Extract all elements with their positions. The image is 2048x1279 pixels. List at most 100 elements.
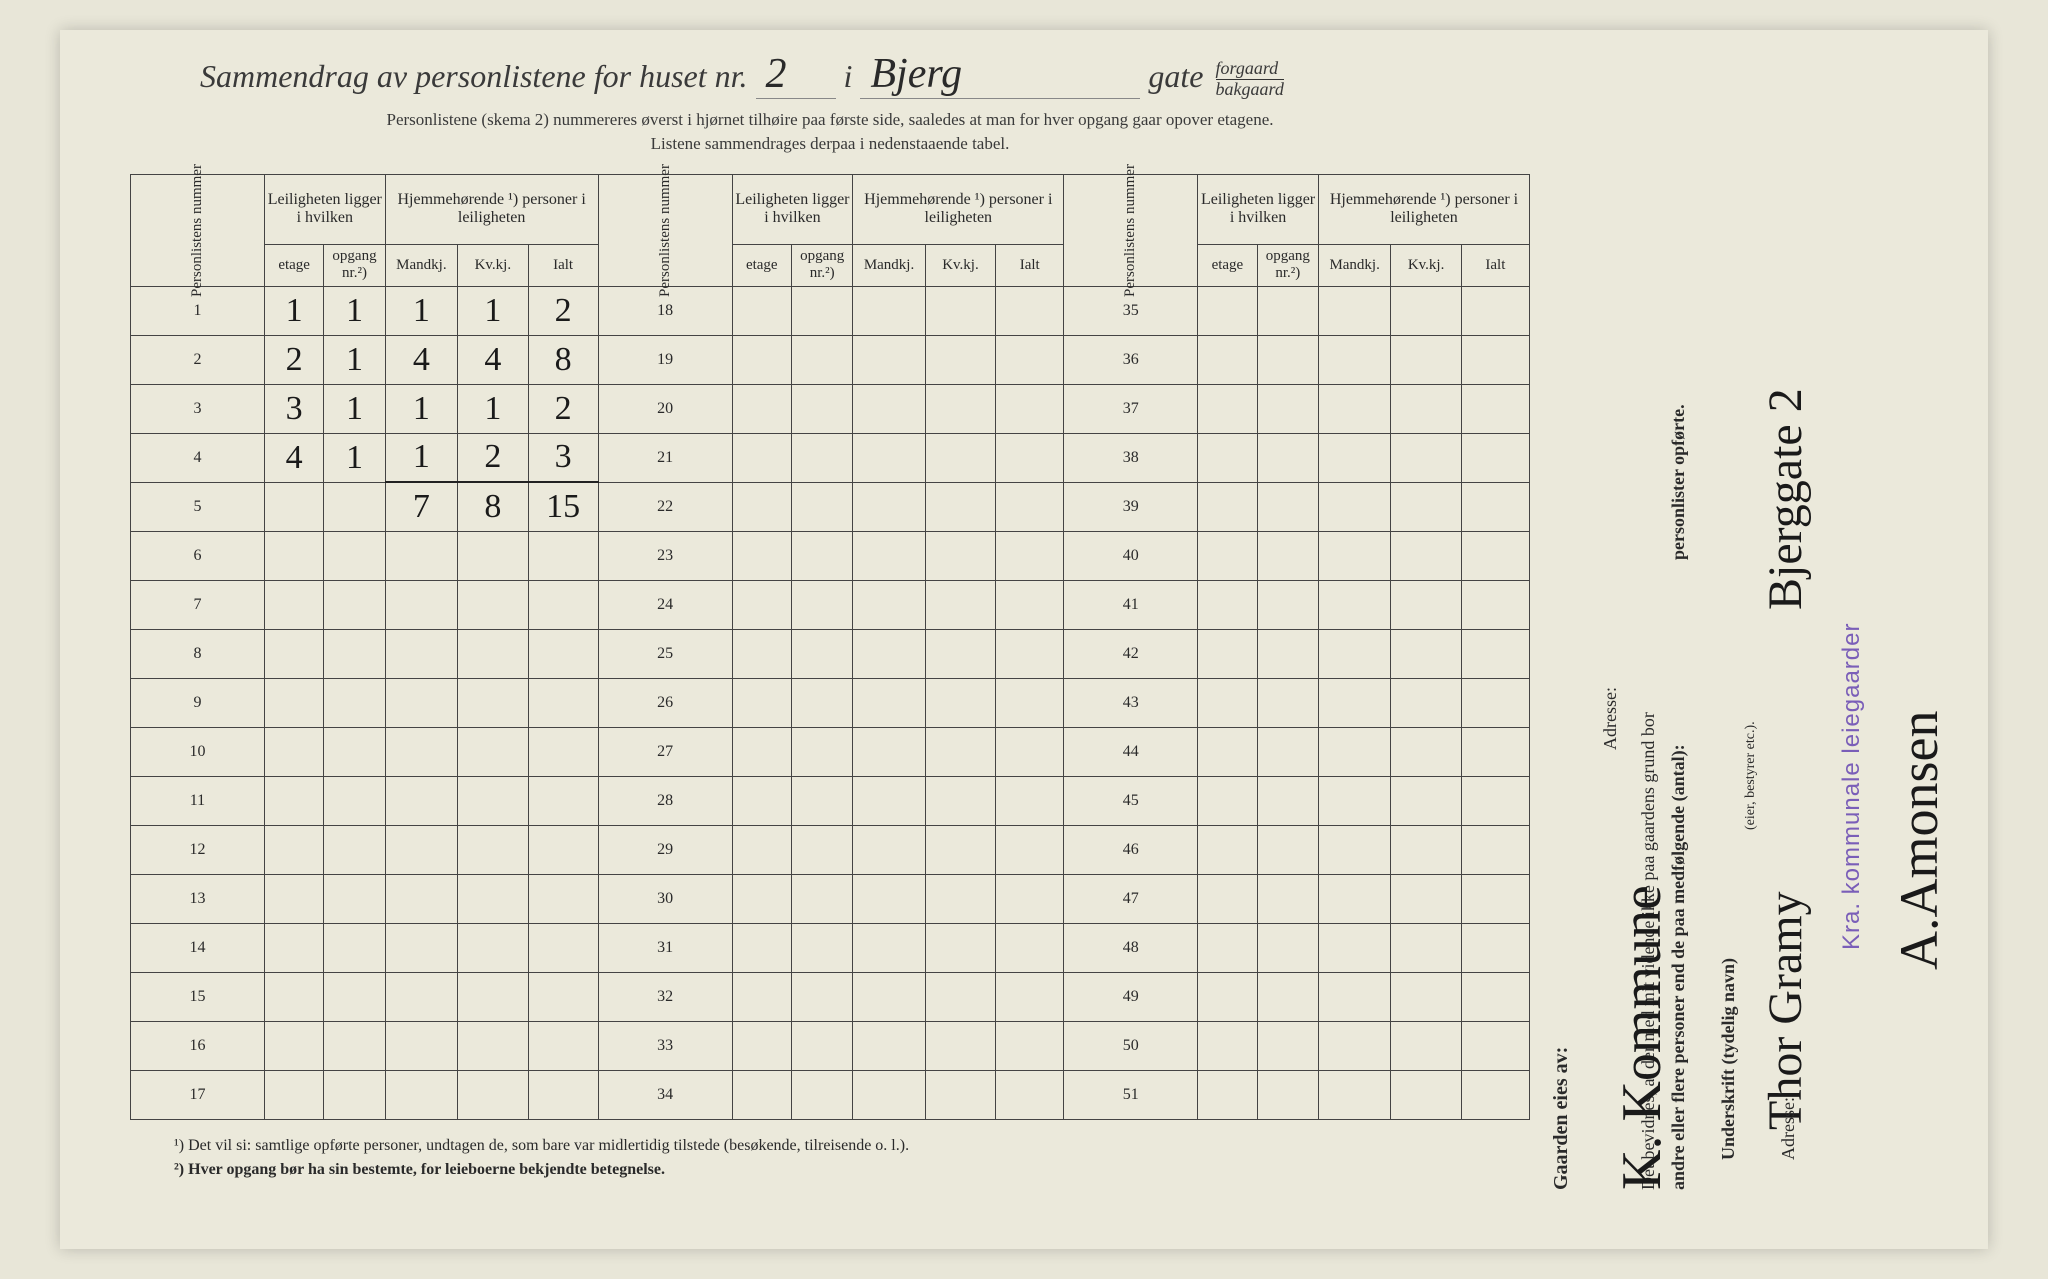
row-number: 13 bbox=[131, 874, 265, 923]
row-number: 15 bbox=[131, 972, 265, 1021]
cell-etage bbox=[732, 531, 791, 580]
row-number: 5 bbox=[131, 482, 265, 531]
col-opgang: opgang nr.²) bbox=[324, 244, 385, 286]
cell-k: 8 bbox=[458, 482, 528, 531]
cell-opgang bbox=[1257, 286, 1318, 335]
table-row: 163350 bbox=[131, 1021, 1530, 1070]
row-number: 47 bbox=[1064, 874, 1198, 923]
cell-m bbox=[853, 923, 925, 972]
subtitle-line1: Personlistene (skema 2) nummereres øvers… bbox=[130, 108, 1530, 132]
cell-k bbox=[1391, 1070, 1461, 1119]
cell-m bbox=[853, 531, 925, 580]
cell-opgang bbox=[324, 531, 385, 580]
cell-i bbox=[996, 1021, 1064, 1070]
cell-etage: 2 bbox=[264, 335, 323, 384]
col-opgang: opgang nr.²) bbox=[1257, 244, 1318, 286]
cell-etage bbox=[264, 874, 323, 923]
cell-etage bbox=[264, 972, 323, 1021]
cell-opgang bbox=[1257, 727, 1318, 776]
title-mid: i bbox=[844, 58, 853, 94]
table-row: 92643 bbox=[131, 678, 1530, 727]
cell-etage bbox=[264, 776, 323, 825]
cell-i bbox=[528, 776, 598, 825]
cell-opgang bbox=[792, 629, 853, 678]
cell-k bbox=[458, 727, 528, 776]
stamp: Kra. kommunale leiegaarder bbox=[1838, 623, 1866, 951]
cell-opgang bbox=[792, 1070, 853, 1119]
cell-opgang bbox=[792, 482, 853, 531]
cell-etage bbox=[732, 825, 791, 874]
cell-m bbox=[1318, 629, 1390, 678]
cell-opgang bbox=[792, 923, 853, 972]
cell-m bbox=[853, 580, 925, 629]
cell-m bbox=[385, 531, 457, 580]
cell-m bbox=[853, 972, 925, 1021]
hand-name: Thor Gramy bbox=[1758, 891, 1813, 1130]
cell-etage bbox=[1198, 678, 1257, 727]
cell-i bbox=[1461, 727, 1529, 776]
title-prefix: Sammendrag av personlistene for huset nr… bbox=[200, 58, 748, 94]
table-row: 2214481936 bbox=[131, 335, 1530, 384]
cell-i bbox=[996, 923, 1064, 972]
cell-etage bbox=[732, 972, 791, 1021]
cell-m bbox=[385, 580, 457, 629]
cell-opgang bbox=[792, 727, 853, 776]
cell-opgang bbox=[1257, 1021, 1318, 1070]
row-number: 2 bbox=[131, 335, 265, 384]
row-number: 33 bbox=[598, 1021, 732, 1070]
cell-etage bbox=[1198, 580, 1257, 629]
cell-m bbox=[1318, 825, 1390, 874]
cell-etage bbox=[732, 580, 791, 629]
row-number: 6 bbox=[131, 531, 265, 580]
cell-opgang bbox=[792, 825, 853, 874]
gaarden-label: Gaarden eies av: bbox=[1550, 1047, 1573, 1190]
col-mandkj: Mandkj. bbox=[1318, 244, 1390, 286]
table-row: 82542 bbox=[131, 629, 1530, 678]
cell-opgang bbox=[324, 1021, 385, 1070]
cell-i bbox=[996, 482, 1064, 531]
cell-etage bbox=[732, 629, 791, 678]
row-number: 45 bbox=[1064, 776, 1198, 825]
footnote-1: ¹) Det vil si: samtlige opførte personer… bbox=[174, 1134, 1530, 1158]
cell-m bbox=[385, 972, 457, 1021]
cell-opgang bbox=[1257, 433, 1318, 482]
cell-opgang bbox=[324, 727, 385, 776]
cell-k bbox=[458, 629, 528, 678]
street-name: Bjerg bbox=[860, 50, 1140, 99]
cell-k bbox=[1391, 629, 1461, 678]
cell-i bbox=[996, 629, 1064, 678]
cell-k bbox=[1391, 433, 1461, 482]
table-row: 4411232138 bbox=[131, 433, 1530, 482]
cell-opgang bbox=[792, 286, 853, 335]
cell-i bbox=[528, 727, 598, 776]
row-number: 20 bbox=[598, 384, 732, 433]
cell-etage: 4 bbox=[264, 433, 323, 482]
cell-k bbox=[925, 727, 995, 776]
cell-opgang bbox=[792, 531, 853, 580]
cell-k bbox=[458, 972, 528, 1021]
cell-i bbox=[996, 727, 1064, 776]
cell-opgang bbox=[792, 384, 853, 433]
cell-opgang bbox=[792, 580, 853, 629]
cell-opgang bbox=[1257, 482, 1318, 531]
table-row: 578152239 bbox=[131, 482, 1530, 531]
cell-k bbox=[925, 874, 995, 923]
cell-i bbox=[528, 874, 598, 923]
cell-m bbox=[853, 727, 925, 776]
cell-opgang: 1 bbox=[324, 433, 385, 482]
cell-i bbox=[1461, 384, 1529, 433]
cell-opgang bbox=[792, 433, 853, 482]
cell-k bbox=[458, 874, 528, 923]
cell-etage bbox=[1198, 1070, 1257, 1119]
cell-k bbox=[458, 531, 528, 580]
row-number: 26 bbox=[598, 678, 732, 727]
cell-etage: 3 bbox=[264, 384, 323, 433]
cell-opgang bbox=[324, 874, 385, 923]
cell-k: 1 bbox=[458, 384, 528, 433]
row-number: 7 bbox=[131, 580, 265, 629]
cell-m bbox=[853, 678, 925, 727]
row-number: 43 bbox=[1064, 678, 1198, 727]
row-number: 41 bbox=[1064, 580, 1198, 629]
cell-k bbox=[1391, 384, 1461, 433]
cell-m bbox=[1318, 531, 1390, 580]
